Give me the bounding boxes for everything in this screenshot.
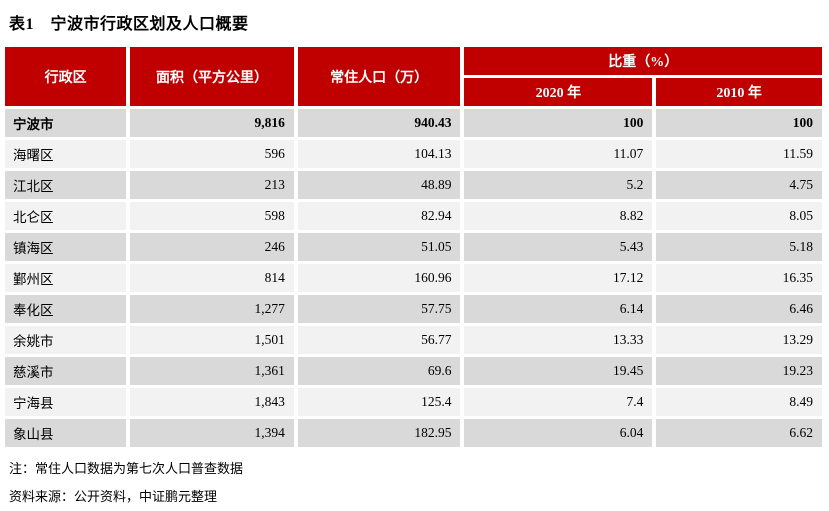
cell-share-2020: 5.43: [464, 233, 653, 261]
table-row: 象山县 1,394 182.95 6.04 6.62: [5, 419, 822, 447]
cell-share-2020: 100: [464, 109, 653, 137]
table-row: 北仑区 598 82.94 8.82 8.05: [5, 202, 822, 230]
table-row: 余姚市 1,501 56.77 13.33 13.29: [5, 326, 822, 354]
cell-region: 海曙区: [5, 140, 127, 168]
table-row: 宁波市 9,816 940.43 100 100: [5, 109, 822, 137]
cell-share-2020: 5.2: [464, 171, 653, 199]
col-header-population: 常住人口（万）: [297, 47, 461, 106]
note-text: 注：常住人口数据为第七次人口普查数据: [9, 461, 244, 476]
table-row: 鄞州区 814 160.96 17.12 16.35: [5, 264, 822, 292]
table-row: 海曙区 596 104.13 11.07 11.59: [5, 140, 822, 168]
table-row: 江北区 213 48.89 5.2 4.75: [5, 171, 822, 199]
cell-population: 69.6: [297, 357, 461, 385]
table-row: 宁海县 1,843 125.4 7.4 8.49: [5, 388, 822, 416]
cell-area: 246: [130, 233, 294, 261]
cell-population: 56.77: [297, 326, 461, 354]
cell-share-2020: 6.14: [464, 295, 653, 323]
cell-share-2020: 8.82: [464, 202, 653, 230]
cell-area: 1,394: [130, 419, 294, 447]
cell-population: 51.05: [297, 233, 461, 261]
cell-region: 镇海区: [5, 233, 127, 261]
col-header-2010: 2010 年: [656, 78, 822, 106]
cell-population: 182.95: [297, 419, 461, 447]
col-header-share-group: 比重（%）: [464, 47, 822, 75]
cell-share-2010: 6.46: [656, 295, 822, 323]
cell-share-2010: 4.75: [656, 171, 822, 199]
cell-region: 奉化区: [5, 295, 127, 323]
table-row: 奉化区 1,277 57.75 6.14 6.46: [5, 295, 822, 323]
table-title: 表1 宁波市行政区划及人口概要: [9, 16, 249, 33]
cell-region: 余姚市: [5, 326, 127, 354]
cell-share-2020: 17.12: [464, 264, 653, 292]
cell-population: 82.94: [297, 202, 461, 230]
cell-region: 宁海县: [5, 388, 127, 416]
cell-area: 1,501: [130, 326, 294, 354]
cell-share-2010: 19.23: [656, 357, 822, 385]
cell-population: 48.89: [297, 171, 461, 199]
cell-area: 9,816: [130, 109, 294, 137]
table-row: 慈溪市 1,361 69.6 19.45 19.23: [5, 357, 822, 385]
cell-area: 814: [130, 264, 294, 292]
source-text: 资料来源：公开资料，中证鹏元整理: [9, 489, 218, 504]
cell-population: 125.4: [297, 388, 461, 416]
cell-area: 213: [130, 171, 294, 199]
cell-share-2020: 7.4: [464, 388, 653, 416]
cell-region: 江北区: [5, 171, 127, 199]
cell-share-2010: 5.18: [656, 233, 822, 261]
table-header: 行政区 面积（平方公里） 常住人口（万） 比重（%） 2020 年 2010 年: [5, 47, 822, 106]
cell-share-2010: 6.62: [656, 419, 822, 447]
cell-share-2020: 13.33: [464, 326, 653, 354]
table-row: 镇海区 246 51.05 5.43 5.18: [5, 233, 822, 261]
cell-area: 1,361: [130, 357, 294, 385]
cell-area: 598: [130, 202, 294, 230]
cell-region: 宁波市: [5, 109, 127, 137]
cell-population: 104.13: [297, 140, 461, 168]
col-header-area: 面积（平方公里）: [130, 47, 294, 106]
cell-region: 慈溪市: [5, 357, 127, 385]
cell-area: 1,277: [130, 295, 294, 323]
cell-region: 象山县: [5, 419, 127, 447]
cell-area: 596: [130, 140, 294, 168]
cell-share-2010: 8.05: [656, 202, 822, 230]
cell-share-2010: 13.29: [656, 326, 822, 354]
cell-area: 1,843: [130, 388, 294, 416]
cell-share-2020: 19.45: [464, 357, 653, 385]
col-header-2020: 2020 年: [464, 78, 653, 106]
cell-share-2010: 8.49: [656, 388, 822, 416]
cell-share-2010: 100: [656, 109, 822, 137]
cell-population: 57.75: [297, 295, 461, 323]
cell-population: 160.96: [297, 264, 461, 292]
table-notes: 注：常住人口数据为第七次人口普查数据 资料来源：公开资料，中证鹏元整理: [9, 455, 823, 511]
cell-share-2010: 16.35: [656, 264, 822, 292]
cell-population: 940.43: [297, 109, 461, 137]
col-header-region: 行政区: [5, 47, 127, 106]
cell-share-2020: 11.07: [464, 140, 653, 168]
cell-share-2020: 6.04: [464, 419, 653, 447]
cell-region: 北仑区: [5, 202, 127, 230]
ningbo-admin-population-table: 行政区 面积（平方公里） 常住人口（万） 比重（%） 2020 年 2010 年…: [1, 44, 826, 450]
table-body: 宁波市 9,816 940.43 100 100 海曙区 596 104.13 11.07 11.…: [5, 109, 822, 447]
cell-region: 鄞州区: [5, 264, 127, 292]
cell-share-2010: 11.59: [656, 140, 822, 168]
